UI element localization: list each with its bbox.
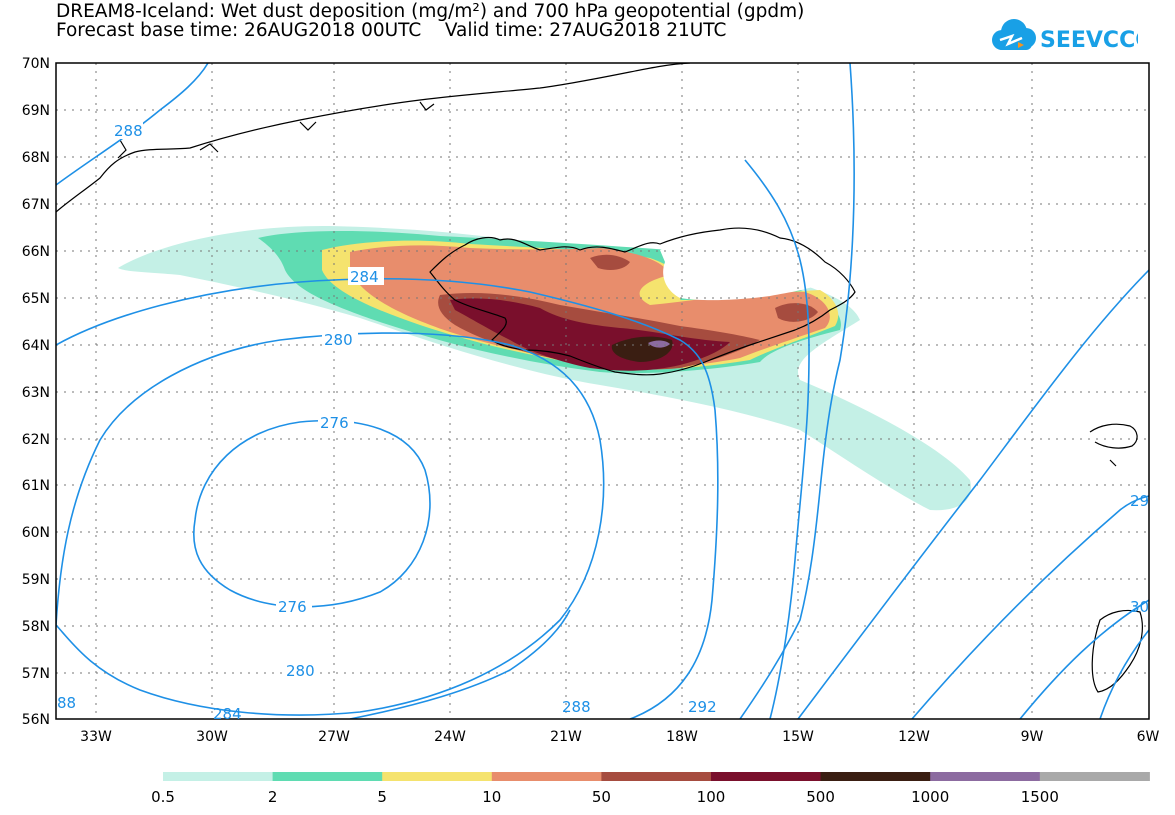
- contour-label-284: 284: [350, 268, 379, 286]
- map-title: DREAM8-Iceland: Wet dust deposition (mg/…: [56, 1, 805, 22]
- map-subtitle: Forecast base time: 26AUG2018 00UTC Vali…: [56, 20, 727, 41]
- lat-label: 58N: [22, 619, 50, 635]
- lat-label: 62N: [22, 432, 50, 448]
- lat-label: 56N: [22, 712, 50, 728]
- map-frame: [55, 62, 1150, 720]
- contour-292-e: [911, 495, 1149, 719]
- iceland-coast: [429, 227, 856, 376]
- latitude-labels: 70N 69N 68N 67N 66N 65N 64N 63N 62N 61N …: [22, 56, 50, 728]
- lon-label: 12W: [898, 729, 930, 745]
- contour-label-29-right: 29: [1130, 492, 1149, 510]
- logo-text: SEEVCCC: [1040, 28, 1138, 53]
- lon-label: 18W: [666, 729, 698, 745]
- legend-label: 500: [806, 788, 835, 806]
- contour-label-288-sw: 88: [57, 694, 76, 712]
- legend-label: 1500: [1021, 788, 1059, 806]
- lon-label: 9W: [1021, 729, 1044, 745]
- contour-label-288-bottom: 288: [562, 698, 591, 716]
- lon-label: 30W: [196, 729, 228, 745]
- lat-label: 60N: [22, 525, 50, 541]
- lat-label: 69N: [22, 103, 50, 119]
- dust-band-1000: [648, 340, 670, 348]
- lat-label: 59N: [22, 572, 50, 588]
- contour-288-right: [739, 63, 855, 719]
- lon-label: 15W: [782, 729, 814, 745]
- legend-label: 5: [377, 788, 387, 806]
- faroe-norway-coast: [1089, 423, 1143, 693]
- seevccc-logo: SEEVCCC: [992, 19, 1138, 53]
- contour-284: [56, 278, 719, 719]
- contour-label-30-right: 30: [1130, 598, 1149, 616]
- legend-label: 100: [697, 788, 726, 806]
- lat-label: 66N: [22, 244, 50, 260]
- lat-label: 65N: [22, 291, 50, 307]
- dust-band-50-north: [590, 254, 630, 270]
- lat-label: 61N: [22, 478, 50, 494]
- legend-label: 50: [592, 788, 611, 806]
- lon-label: 21W: [550, 729, 582, 745]
- contour-288-main: [744, 159, 810, 719]
- dust-deposition-field: [118, 225, 971, 511]
- contour-label-284-bottom: 284: [213, 705, 242, 723]
- legend-label: 10: [482, 788, 501, 806]
- lat-label: 63N: [22, 385, 50, 401]
- contour-280: [56, 332, 605, 716]
- lat-label: 64N: [22, 338, 50, 354]
- contour-300: [1099, 629, 1149, 719]
- contour-276: [193, 419, 431, 608]
- lat-label: 67N: [22, 197, 50, 213]
- contour-288-nw: [56, 63, 209, 186]
- legend-swatch: [382, 772, 493, 781]
- geopotential-contours: [56, 63, 1149, 719]
- lon-label: 6W: [1137, 729, 1160, 745]
- lon-label: 27W: [318, 729, 350, 745]
- contour-288-s: [349, 609, 571, 719]
- lat-label: 70N: [22, 56, 50, 72]
- contour-label-280-bottom: 280: [286, 662, 315, 680]
- lon-label: 24W: [434, 729, 466, 745]
- lat-label: 68N: [22, 150, 50, 166]
- legend-swatch: [163, 772, 274, 781]
- legend-swatch: [711, 772, 822, 781]
- legend-swatch: [272, 772, 383, 781]
- contour-292: [797, 269, 1149, 719]
- no-deposition-area: [660, 235, 830, 301]
- legend-swatch: [930, 772, 1041, 781]
- contour-label-276-bottom: 276: [278, 598, 307, 616]
- contour-label-280-top: 280: [324, 331, 353, 349]
- contour-label-292-bottom: 292: [688, 698, 717, 716]
- cloud-icon: [992, 19, 1036, 50]
- legend-swatch: [820, 772, 931, 781]
- legend-colorbar: 0.5 2 5 10 50 100 500 1000 1500: [151, 772, 1150, 806]
- lon-label: 33W: [80, 729, 112, 745]
- lat-label: 57N: [22, 666, 50, 682]
- legend-label: 2: [268, 788, 278, 806]
- legend-swatch: [491, 772, 602, 781]
- legend-label: 0.5: [151, 788, 175, 806]
- legend-label: 1000: [911, 788, 949, 806]
- legend-swatch: [1039, 772, 1150, 781]
- contour-300-b: [1019, 599, 1149, 719]
- legend-swatch: [601, 772, 712, 781]
- contour-label-288-nw: 288: [114, 122, 143, 140]
- contour-labels: 288 284 280 276 276 280 284 88 288 292 2…: [57, 121, 1149, 723]
- grid-lines: [56, 63, 1149, 719]
- greenland-coast: [56, 63, 691, 213]
- contour-label-276-top: 276: [320, 414, 349, 432]
- longitude-labels: 33W 30W 27W 24W 21W 18W 15W 12W 9W 6W: [80, 729, 1159, 745]
- coastlines: [56, 63, 1143, 693]
